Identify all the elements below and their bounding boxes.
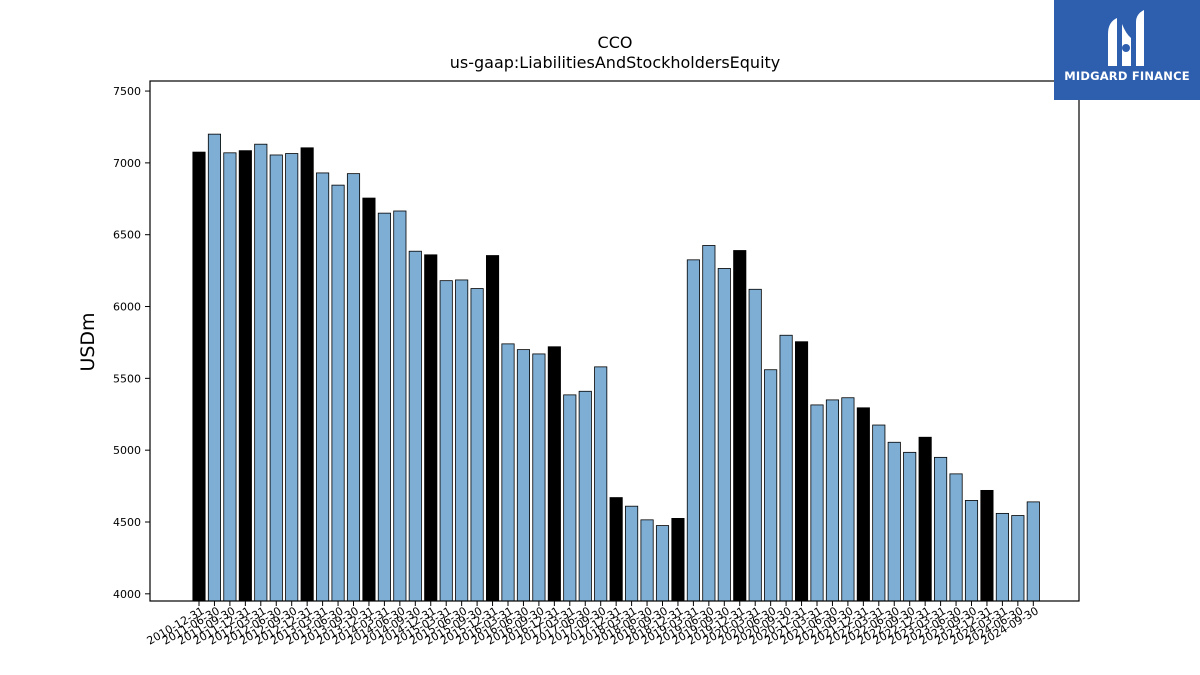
bar-2014-09-30 <box>408 250 422 602</box>
bar-2021-03-31 <box>810 404 824 602</box>
y-tick-label: 7500 <box>113 85 141 98</box>
bar-2023-03-31 <box>934 456 948 602</box>
bar-2023-09-30 <box>964 500 979 602</box>
bar-2015-03-31 <box>439 280 453 602</box>
bar-2017-12-31 <box>609 497 623 602</box>
bar-2016-03-31 <box>501 343 515 602</box>
bar-2019-12-31 <box>733 250 747 602</box>
bar-2022-12-31 <box>918 436 932 602</box>
bar-2018-12-31 <box>671 518 685 602</box>
bar-2018-06-30 <box>640 519 654 602</box>
chart-title: CCO <box>598 33 633 52</box>
bar-2022-06-30 <box>887 441 901 602</box>
bar-2024-03-31 <box>995 512 1009 602</box>
bar-2023-12-31 <box>980 489 994 602</box>
bar-2020-09-30 <box>779 334 793 602</box>
bar-2015-06-30 <box>455 279 469 602</box>
bar-2016-09-30 <box>532 353 546 602</box>
bars-group <box>192 133 1040 602</box>
bar-2012-03-31 <box>254 143 268 602</box>
chart-subtitle: us-gaap:LiabilitiesAndStockholdersEquity <box>450 53 781 72</box>
midgard-logo-icon <box>1108 10 1144 66</box>
y-axis: 4000 4500 5000 5500 6000 6500 7000 7500 <box>113 85 150 601</box>
bar-2012-12-31 <box>300 147 314 602</box>
bar-2020-06-30 <box>764 369 778 602</box>
bar-2013-12-31 <box>362 197 376 602</box>
bar-2013-06-30 <box>331 184 345 602</box>
bar-2022-09-30 <box>903 451 917 602</box>
brand-logo: MIDGARD FINANCE <box>1054 0 1200 100</box>
y-tick-label: 4500 <box>113 516 141 529</box>
bar-2010-12-31 <box>192 151 206 602</box>
bar-2017-06-30 <box>578 390 592 602</box>
bar-2011-12-31 <box>238 150 252 602</box>
bar-2018-03-31 <box>625 505 639 602</box>
bar-2017-03-31 <box>563 394 577 602</box>
y-tick-label: 5500 <box>113 372 141 385</box>
bar-2020-12-31 <box>795 341 809 602</box>
bar-2014-12-31 <box>424 254 438 602</box>
bar-2011-06-30 <box>207 133 222 602</box>
y-tick-label: 4000 <box>113 588 141 601</box>
x-axis: 2010-12-312011-06-302011-09-302011-12-31… <box>145 601 1041 648</box>
bar-2015-12-31 <box>485 255 500 602</box>
bar-2024-06-30 <box>1011 515 1025 602</box>
bar-2012-09-30 <box>285 153 299 602</box>
bar-2014-03-31 <box>377 212 391 602</box>
bar-2021-06-30 <box>825 399 839 602</box>
y-tick-label: 6500 <box>113 229 141 242</box>
bar-2021-09-30 <box>841 397 855 602</box>
bar-2021-12-31 <box>856 407 870 602</box>
bar-2019-03-31 <box>686 259 700 602</box>
bar-2016-12-31 <box>547 346 561 602</box>
bar-2014-06-30 <box>393 210 407 602</box>
bar-2019-09-30 <box>717 268 731 602</box>
bar-2011-09-30 <box>223 152 237 602</box>
bar-2018-09-30 <box>655 525 670 602</box>
bar-2020-03-31 <box>748 288 762 602</box>
bar-2015-09-30 <box>470 288 484 602</box>
bar-2013-03-31 <box>316 172 330 602</box>
plot-frame <box>149 80 1080 602</box>
y-tick-label: 6000 <box>113 301 141 314</box>
y-tick-label: 7000 <box>113 157 141 170</box>
bar-2017-09-30 <box>594 366 608 602</box>
bar-2022-03-31 <box>872 424 886 602</box>
brand-name: MIDGARD FINANCE <box>1064 69 1190 83</box>
bar-2023-06-30 <box>949 473 963 602</box>
bar-2013-09-30 <box>346 173 361 602</box>
bar-2024-09-30 <box>1026 501 1040 602</box>
bar-2019-06-30 <box>702 245 716 602</box>
bar-2012-06-30 <box>269 154 283 602</box>
y-tick-label: 5000 <box>113 444 141 457</box>
bar-2016-06-30 <box>516 349 530 602</box>
y-axis-label: USDm <box>77 312 99 371</box>
